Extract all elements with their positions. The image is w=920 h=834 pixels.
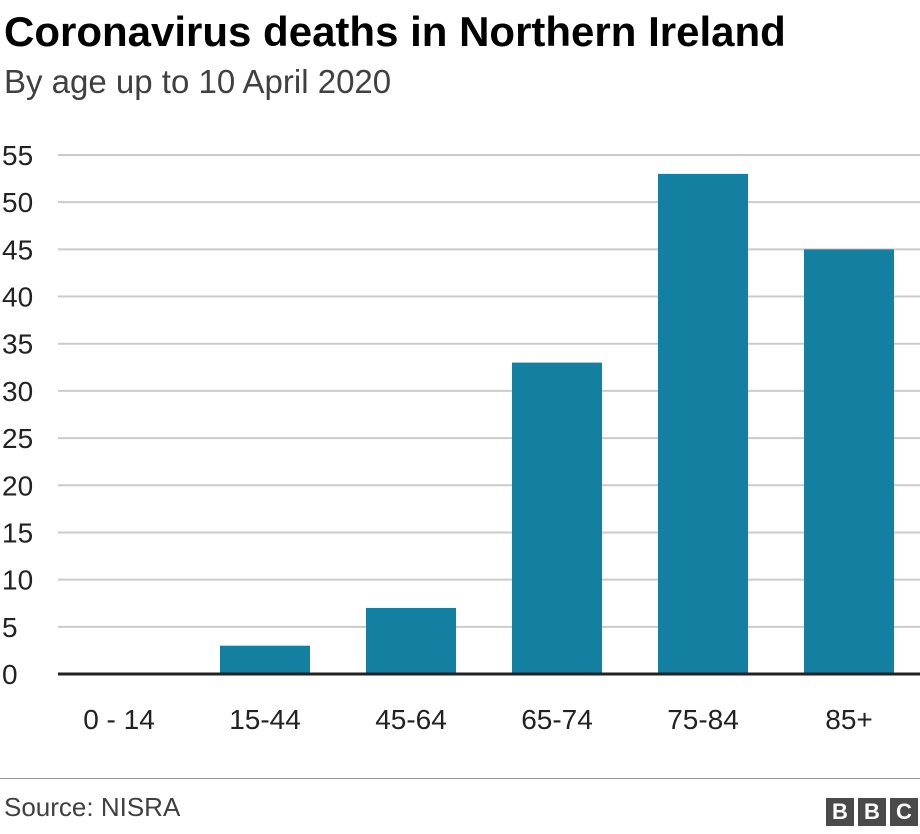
y-tick-label: 5	[2, 612, 18, 643]
y-tick-label: 55	[2, 140, 33, 171]
bar-chart: 0 5 10 15 20 25 30 35 40 45 50 55 0 - 14 15-44 45-64 65…	[2, 140, 920, 735]
bbc-logo-letter: C	[890, 798, 918, 826]
y-tick-label: 25	[2, 423, 33, 454]
y-tick-label: 35	[2, 329, 33, 360]
bar	[804, 249, 894, 674]
y-tick-label: 0	[2, 659, 18, 690]
y-tick-label: 50	[2, 187, 33, 218]
footer-divider	[0, 778, 920, 779]
x-tick-label: 85+	[825, 704, 873, 735]
x-tick-label: 0 - 14	[83, 704, 155, 735]
x-tick-label: 45-64	[375, 704, 447, 735]
x-tick-label: 15-44	[229, 704, 301, 735]
y-tick-label: 15	[2, 517, 33, 548]
bar	[220, 645, 310, 674]
bar	[658, 173, 748, 674]
source-note: Source: NISRA	[4, 792, 181, 822]
x-tick-label: 65-74	[521, 704, 593, 735]
bbc-logo-letter: B	[858, 798, 886, 826]
y-tick-label: 45	[2, 234, 33, 265]
chart-subtitle: By age up to 10 April 2020	[4, 63, 392, 100]
y-tick-label: 40	[2, 282, 33, 313]
bar	[366, 607, 456, 674]
y-tick-label: 30	[2, 376, 33, 407]
chart-title: Coronavirus deaths in Northern Ireland	[4, 8, 786, 55]
bbc-logo-letter: B	[826, 798, 854, 826]
y-tick-label: 10	[2, 565, 33, 596]
bbc-logo: B B C	[826, 798, 918, 826]
y-tick-label: 20	[2, 470, 33, 501]
bar	[512, 362, 602, 674]
x-tick-label: 75-84	[667, 704, 739, 735]
